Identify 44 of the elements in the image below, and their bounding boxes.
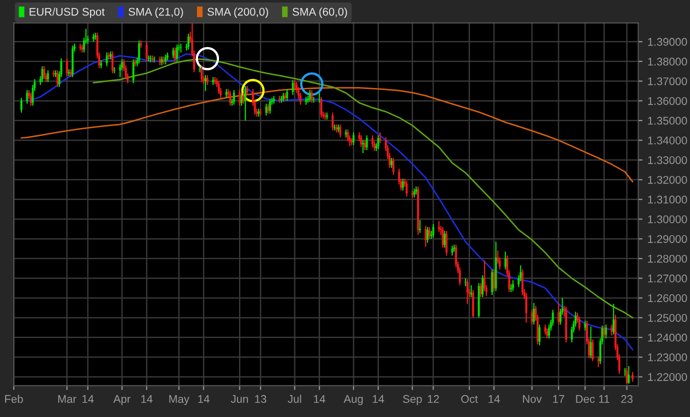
y-tick-label: 1.35000 (648, 116, 688, 125)
y-tick-label: 1.23000 (648, 353, 688, 362)
x-tick-label: 14 (198, 395, 210, 403)
y-tick-label: 1.34000 (648, 136, 688, 144)
legend-label: EUR/USD Spot (30, 8, 105, 18)
legend-label: SMA (21,0) (128, 8, 183, 18)
legend-label: SMA (60,0) (292, 8, 347, 18)
y-tick-label: 1.24000 (648, 334, 688, 342)
x-tick-label: 23 (621, 395, 633, 403)
x-tick-label: 14 (82, 395, 94, 403)
y-tick-label: 1.38000 (648, 58, 688, 66)
legend-label: SMA (200,0) (208, 8, 268, 18)
x-tick-label: Aug (344, 395, 363, 406)
y-tick-label: 1.29000 (648, 235, 688, 243)
y-tick-label: 1.32000 (648, 176, 688, 184)
x-tick-label: 14 (372, 395, 384, 403)
x-tick-label: Oct (461, 395, 478, 403)
x-tick-label: Mar (58, 395, 76, 403)
x-tick-label: 14 (488, 395, 500, 403)
y-tick-label: 1.27000 (648, 274, 688, 282)
y-tick-label: 1.28000 (648, 254, 688, 263)
y-tick-label: 1.33000 (648, 156, 688, 164)
y-tick-label: 1.25000 (648, 314, 688, 322)
x-tick-label: 11 (599, 395, 610, 403)
y-tick-label: 1.22000 (648, 373, 688, 381)
x-tick-label: 14 (314, 395, 326, 403)
x-tick-label: Jul (288, 394, 302, 403)
y-tick-label: 1.39000 (648, 38, 688, 46)
x-tick-label: May (169, 395, 190, 406)
y-tick-label: 1.30000 (648, 215, 688, 224)
x-tick-label: 12 (428, 395, 439, 403)
x-tick-label: Nov (522, 395, 542, 403)
x-tick-label: Feb (5, 394, 23, 403)
x-tick-label: 17 (553, 395, 564, 403)
x-tick-label: Dec (576, 395, 595, 403)
x-tick-label: 14 (141, 395, 153, 403)
y-tick-label: 1.31000 (648, 196, 688, 204)
y-tick-label: 1.26000 (648, 294, 688, 302)
x-tick-label: Jun (230, 395, 248, 403)
x-tick-label: Sep (403, 395, 422, 406)
x-tick-label: 13 (255, 395, 266, 403)
y-tick-label: 1.37000 (648, 77, 688, 86)
y-tick-label: 1.36000 (648, 97, 688, 105)
x-tick-label: Apr (113, 395, 130, 406)
